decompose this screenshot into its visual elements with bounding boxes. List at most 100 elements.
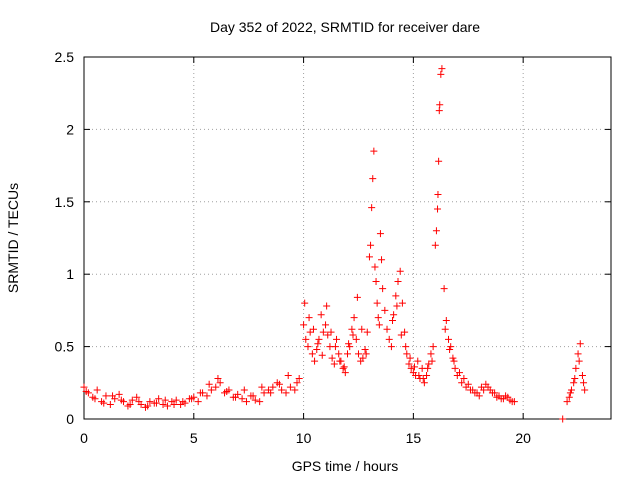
data-point [340, 363, 348, 371]
data-point [301, 299, 309, 307]
data-point [82, 387, 90, 395]
data-point [442, 317, 450, 325]
y-tick-label: 1 [66, 266, 74, 282]
data-point [504, 393, 512, 401]
data-point [402, 343, 410, 351]
data-point [367, 241, 375, 249]
grid-lines [84, 57, 611, 419]
data-point [405, 360, 413, 368]
data-point [135, 398, 143, 406]
data-point [387, 343, 395, 351]
data-point [117, 396, 125, 404]
data-point [291, 386, 299, 394]
data-point [341, 369, 349, 377]
data-point [437, 70, 445, 78]
data-point [161, 396, 169, 404]
data-point [313, 345, 321, 353]
data-point [323, 302, 331, 310]
data-point [115, 390, 123, 398]
data-point [401, 328, 409, 336]
data-point [376, 230, 384, 238]
data-point [581, 386, 589, 394]
data-point [249, 392, 257, 400]
data-point [407, 364, 415, 372]
data-point [109, 392, 117, 400]
data-point [152, 399, 160, 407]
data-point [284, 372, 292, 380]
data-point [566, 389, 574, 397]
data-point [464, 380, 472, 388]
data-point [267, 389, 275, 397]
data-point [469, 386, 477, 394]
data-point [327, 328, 335, 336]
data-point [578, 372, 586, 380]
data-point [393, 302, 401, 310]
data-point [216, 379, 224, 387]
data-point [163, 402, 171, 410]
data-point [240, 386, 248, 394]
data-point [155, 395, 163, 403]
data-point [328, 354, 336, 362]
data-point [159, 401, 167, 409]
data-point [389, 317, 397, 325]
data-point [559, 415, 567, 423]
data-point [381, 306, 389, 314]
data-point [260, 389, 268, 397]
x-tick-label: 20 [515, 430, 531, 446]
data-point [251, 396, 259, 404]
data-point [414, 357, 422, 365]
data-point [499, 395, 507, 403]
data-point [305, 314, 313, 322]
data-point [419, 374, 427, 382]
data-point [324, 331, 332, 339]
data-point [385, 335, 393, 343]
data-point [445, 335, 453, 343]
data-point [396, 267, 404, 275]
data-point [302, 335, 310, 343]
data-point [102, 392, 110, 400]
data-point [491, 389, 499, 397]
data-point [477, 383, 485, 391]
data-point [575, 357, 583, 365]
data-point [331, 343, 339, 351]
data-point [567, 386, 575, 394]
data-point [420, 379, 428, 387]
x-tick-label: 5 [190, 430, 198, 446]
data-point [434, 191, 442, 199]
data-point [345, 340, 353, 348]
y-tick-label: 0.5 [55, 339, 75, 355]
data-point [379, 285, 387, 293]
data-point [397, 331, 405, 339]
data-point [344, 350, 351, 358]
data-point [495, 392, 503, 400]
data-point [322, 321, 330, 329]
data-point [304, 343, 312, 351]
data-point [406, 354, 414, 362]
data-point [126, 401, 134, 409]
chart-title: Day 352 of 2022, SRMTID for receiver dar… [210, 19, 480, 35]
data-point [580, 379, 588, 387]
data-point [196, 389, 204, 397]
data-point [428, 357, 436, 365]
data-point [314, 340, 322, 348]
y-tick-label: 2 [66, 121, 74, 137]
data-point [450, 357, 458, 365]
data-point [424, 364, 432, 372]
data-points [80, 65, 589, 423]
data-point [427, 350, 435, 358]
data-point [434, 205, 442, 213]
data-point [398, 299, 406, 307]
data-point [370, 147, 378, 155]
data-point [349, 331, 357, 339]
data-point [563, 398, 571, 406]
data-point [363, 328, 371, 336]
data-point [458, 379, 466, 387]
data-point [179, 398, 187, 406]
data-point [482, 380, 490, 388]
data-point [106, 401, 114, 409]
data-point [282, 389, 290, 397]
data-point [440, 285, 448, 293]
data-point [394, 277, 402, 285]
data-point [365, 253, 373, 261]
data-point [238, 395, 246, 403]
